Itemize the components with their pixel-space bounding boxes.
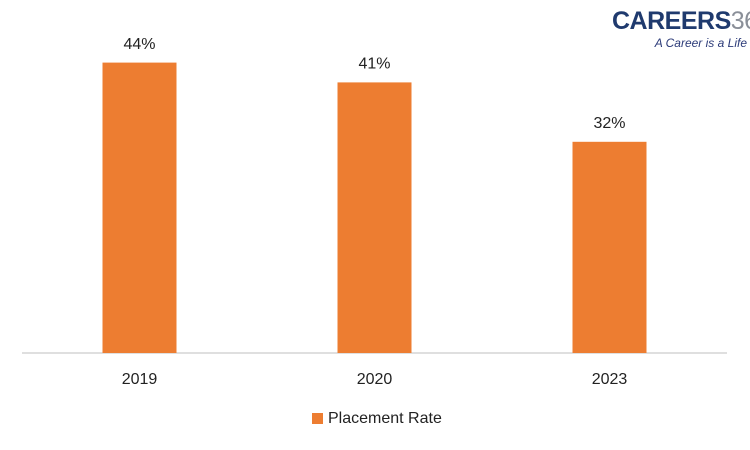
data-label: 44% <box>123 36 155 53</box>
logo-brand: CAREERS <box>612 7 731 35</box>
bar <box>102 62 177 353</box>
legend-swatch <box>312 413 323 424</box>
logo-tagline: A Career is a Life <box>654 36 748 50</box>
x-tick-label: 2020 <box>357 371 393 388</box>
data-label: 32% <box>593 115 625 132</box>
x-tick-label: 2019 <box>122 371 158 388</box>
data-label: 41% <box>358 56 390 73</box>
bar <box>337 82 412 354</box>
legend-label: Placement Rate <box>328 410 442 427</box>
x-tick-label: 2023 <box>592 371 628 388</box>
logo: CAREERS360 <box>612 7 750 35</box>
logo-number: 360 <box>731 7 750 35</box>
bar <box>572 141 647 353</box>
